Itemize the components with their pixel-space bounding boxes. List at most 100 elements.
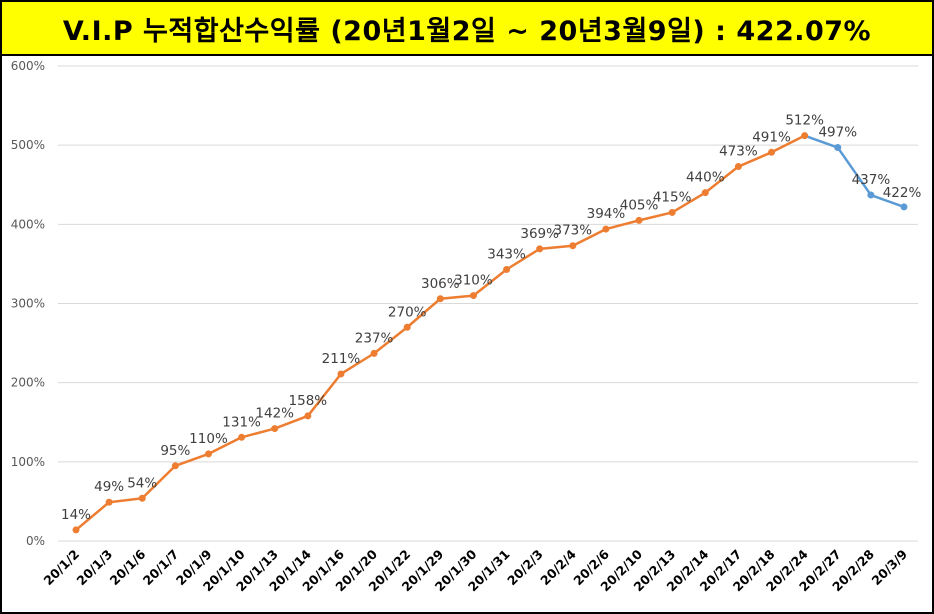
data-point <box>204 450 212 458</box>
data-point <box>801 132 809 140</box>
x-tick-label: 20/2/3 <box>504 547 546 589</box>
data-label: 211% <box>322 351 361 367</box>
data-label: 310% <box>454 273 493 289</box>
data-point <box>271 425 279 433</box>
line-segment <box>637 211 674 222</box>
line-segment <box>207 436 243 456</box>
x-tick-label: 20/1/6 <box>107 546 149 588</box>
data-label: 497% <box>818 125 857 141</box>
data-point <box>768 148 776 156</box>
data-point <box>238 433 246 441</box>
line-segment <box>140 464 177 500</box>
line-segment <box>505 247 541 271</box>
data-point <box>469 292 477 300</box>
x-tick-label: 20/2/4 <box>537 546 579 588</box>
data-label: 95% <box>160 443 190 459</box>
data-point <box>834 144 842 152</box>
data-label: 158% <box>289 393 328 409</box>
data-point <box>734 163 742 171</box>
line-segment <box>704 165 740 194</box>
data-label: 237% <box>355 330 394 346</box>
data-label: 373% <box>553 223 592 239</box>
data-point <box>668 208 676 216</box>
y-tick-label: 600% <box>11 59 45 73</box>
data-point <box>171 462 179 470</box>
data-label: 142% <box>255 406 294 422</box>
data-point <box>536 245 544 253</box>
data-point <box>602 225 610 233</box>
chart-title: V.I.P 누적합산수익률 (20년1월2일 ~ 20년3월9일) : 422.… <box>62 15 872 47</box>
line-segment <box>405 297 442 329</box>
line-segment <box>604 219 641 231</box>
x-tick-label: 20/3/9 <box>868 547 910 589</box>
data-point <box>337 370 345 378</box>
data-label: 49% <box>94 479 124 495</box>
line-segment <box>273 414 310 430</box>
line-segment <box>836 146 873 197</box>
line-segment <box>472 268 508 297</box>
data-label: 405% <box>620 197 659 213</box>
y-axis-ticks: 0% 100% 200% 300% 400% 500% 600% <box>11 59 45 548</box>
line-segment <box>339 352 376 376</box>
line-segment <box>571 227 608 247</box>
line-segment <box>372 326 409 355</box>
y-tick-label: 200% <box>11 376 45 390</box>
data-label: 14% <box>61 507 91 523</box>
line-segment <box>439 294 475 300</box>
data-label: 306% <box>421 276 460 292</box>
data-point <box>436 295 444 303</box>
data-label: 512% <box>785 113 824 129</box>
data-point <box>900 203 908 211</box>
data-point <box>403 323 411 331</box>
data-label: 270% <box>388 304 427 320</box>
series-markers <box>72 132 908 534</box>
data-point <box>138 494 146 502</box>
x-tick-label: 20/1/3 <box>74 547 116 589</box>
data-point <box>105 498 113 506</box>
data-label: 54% <box>127 475 157 491</box>
data-point <box>569 242 577 250</box>
x-tick-label: 20/1/7 <box>140 547 182 589</box>
line-segment <box>770 134 806 154</box>
data-point <box>370 349 378 357</box>
line-segment <box>240 427 276 439</box>
grid-layer <box>58 65 918 542</box>
line-segment <box>670 191 707 214</box>
line-segment <box>74 500 111 532</box>
x-tick-label: 20/1/2 <box>40 547 82 589</box>
data-point <box>304 412 312 420</box>
line-segment <box>538 244 575 251</box>
data-label: 473% <box>719 144 758 160</box>
line-segment <box>869 193 906 209</box>
data-label: 343% <box>487 246 526 262</box>
line-segment <box>174 452 210 468</box>
line-segment <box>306 372 343 418</box>
y-tick-label: 400% <box>11 217 45 231</box>
data-label: 415% <box>653 189 692 205</box>
series-line <box>74 134 906 532</box>
data-point <box>72 526 80 534</box>
data-label: 110% <box>189 431 228 447</box>
title-bar: V.I.P 누적합산수익률 (20년1월2일 ~ 20년3월9일) : 422.… <box>2 2 932 56</box>
x-axis-ticks: 20/1/220/1/320/1/620/1/720/1/920/1/1020/… <box>40 546 910 594</box>
y-tick-label: 500% <box>11 138 45 152</box>
data-label: 422% <box>883 185 922 201</box>
data-point <box>503 265 511 273</box>
data-point <box>635 216 643 224</box>
line-segment <box>803 134 840 149</box>
line-segment <box>107 497 144 504</box>
data-label: 437% <box>852 172 891 188</box>
y-tick-label: 100% <box>11 455 45 469</box>
data-label: 394% <box>587 206 626 222</box>
y-tick-label: 300% <box>11 297 45 311</box>
data-label: 131% <box>222 414 261 430</box>
data-labels: 14%49% 54%95%110%131%142%158% 211% 237% 270%… <box>61 113 921 523</box>
data-label: 440% <box>686 170 725 186</box>
data-label: 369% <box>520 226 559 242</box>
data-point <box>701 189 709 197</box>
data-label: 491% <box>752 129 791 145</box>
data-point <box>867 191 875 199</box>
y-tick-label: 0% <box>26 534 45 548</box>
